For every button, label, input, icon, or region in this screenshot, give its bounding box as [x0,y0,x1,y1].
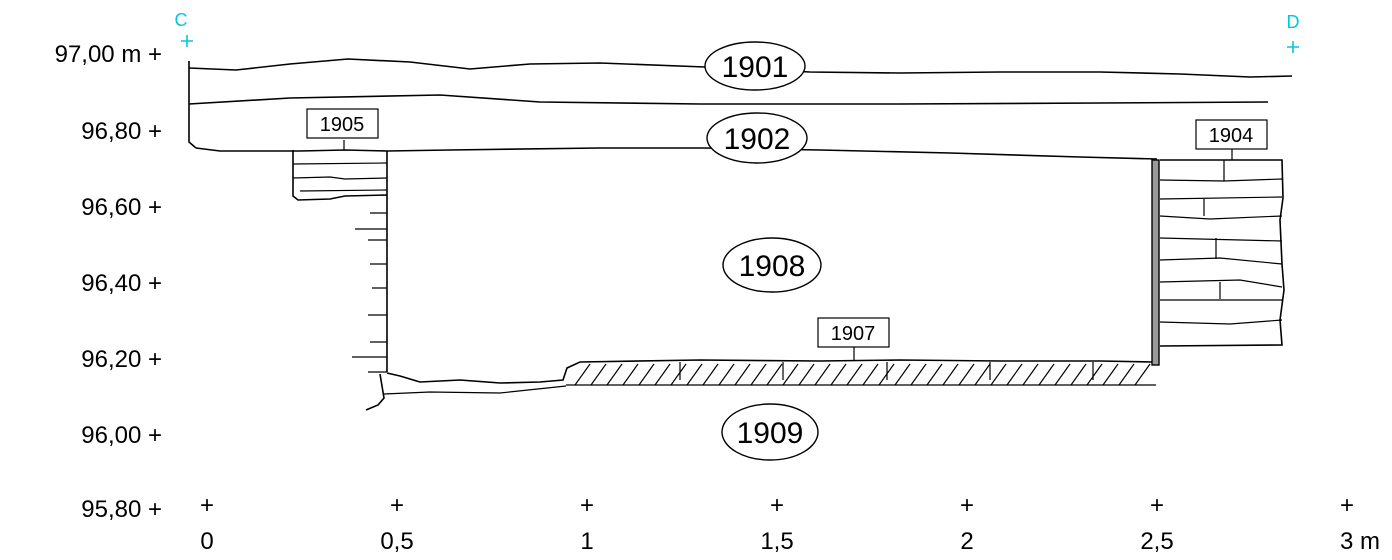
wall-1905-courses [292,162,388,192]
section-point-c: C [175,10,193,47]
x-tick-3m: 3 m [1340,528,1380,555]
wall-1904-courses [1159,178,1283,325]
floor-1907 [386,347,1156,386]
label-1904: 1904 [1195,119,1268,150]
x-tick-2: 2 [960,528,973,555]
x-axis: + + + + + + + 0 0,5 1 1,5 2 2,5 3 m [200,492,1380,555]
wall-1904-face [1151,159,1160,366]
x-cross: + [390,492,404,519]
x-cross: + [1150,492,1164,519]
y-tick-96-00: 96,00 + [81,422,162,449]
x-cross: + [200,492,214,519]
layer-1902-bottom [195,147,1158,160]
layer-1901-top [188,58,1293,78]
layer-1901-1902-boundary [188,94,1269,105]
y-tick-96-40: 96,40 + [81,270,162,297]
x-tick-1-5: 1,5 [760,528,793,555]
wall-1904-joints [1203,148,1233,299]
label-1902-ellipse [706,112,808,164]
y-tick-97-00: 97,00 m + [55,41,162,68]
point-c-cross [181,35,193,47]
layer-1909-top [383,385,567,395]
section-point-d: D [1287,12,1300,53]
point-c-label: C [175,10,188,30]
label-1901-text: 1901 [722,51,789,84]
label-1905-text: 1905 [320,114,365,136]
x-tick-0-5: 0,5 [380,528,413,555]
x-tick-0: 0 [200,528,213,555]
label-1908-text: 1908 [739,250,806,283]
wall-1905 [292,140,388,201]
y-tick-96-20: 96,20 + [81,346,162,373]
x-cross: + [770,492,784,519]
label-1908: 1908 [722,237,822,293]
y-tick-96-60: 96,60 + [81,194,162,221]
wall-1905-outline [292,150,388,201]
x-cross: + [960,492,974,519]
y-axis: 97,00 m + 96,80 + 96,60 + 96,40 + 96,20 … [55,41,162,523]
label-1904-text: 1904 [1209,125,1254,147]
label-1907: 1907 [817,317,890,348]
label-1909-ellipse [721,403,819,461]
cut-1908-left-marks [352,212,387,373]
label-1909: 1909 [721,403,819,461]
x-tick-2-5: 2,5 [1140,528,1173,555]
x-tick-1: 1 [580,528,593,555]
label-1901-ellipse [704,41,806,91]
label-1907-text: 1907 [831,323,876,345]
label-1905-box [306,108,379,139]
y-tick-95-80: 95,80 + [81,496,162,523]
point-d-cross [1287,41,1299,53]
label-1907-box [817,317,890,348]
label-1909-text: 1909 [737,417,804,450]
label-1904-box [1195,119,1268,150]
floor-1907-surface [386,359,1153,384]
point-d-label: D [1287,12,1300,32]
label-1902: 1902 [706,112,808,164]
label-1908-ellipse [722,237,822,293]
wall-1904-outline [1159,159,1285,347]
layer-1909-left-boundary [365,373,385,411]
floor-1907-ticks [679,362,1094,380]
y-tick-96-80: 96,80 + [81,118,162,145]
x-cross: + [580,492,594,519]
x-cross: + [1340,492,1354,519]
label-1902-text: 1902 [724,123,791,156]
floor-1907-hatching [574,363,1151,386]
profile-left-edge [188,61,197,149]
label-1905: 1905 [306,108,379,139]
label-1901: 1901 [704,41,806,91]
wall-1904 [1159,148,1285,347]
